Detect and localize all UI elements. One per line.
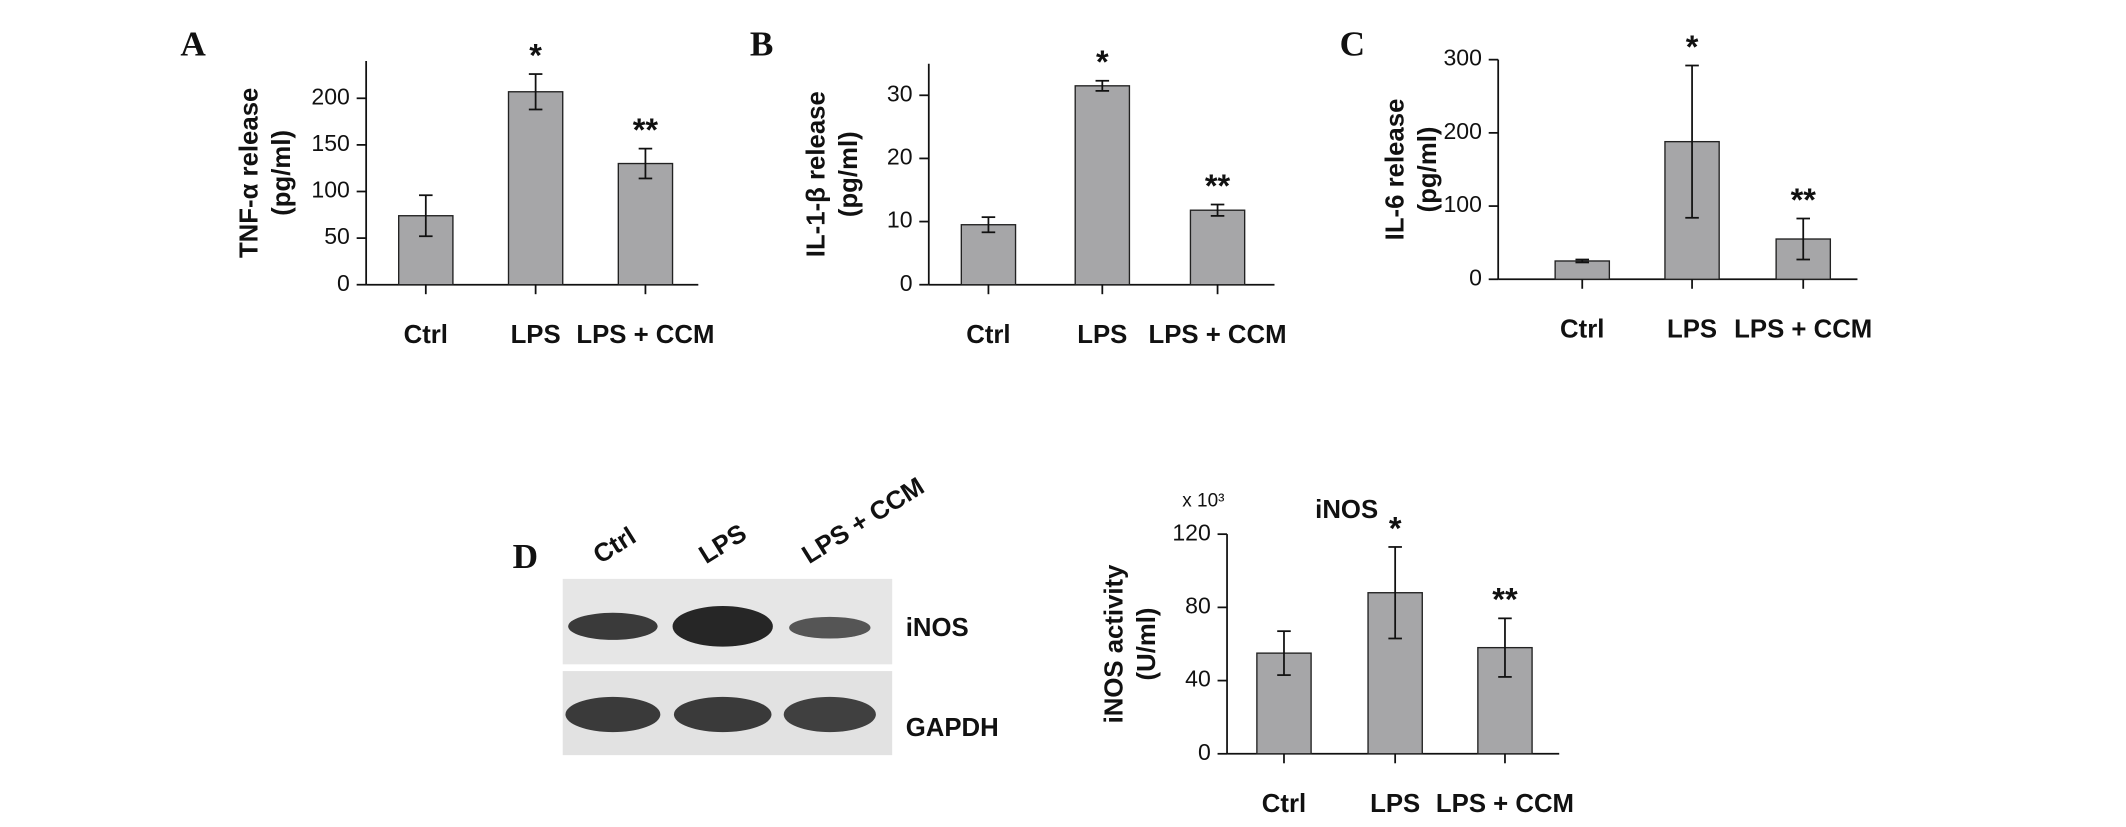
x-tick-label: Ctrl	[1560, 316, 1604, 344]
bar	[1189, 209, 1246, 286]
significance-mark: **	[1492, 582, 1518, 618]
y-tick-label: 0	[1469, 264, 1482, 290]
y-axis-label: (pg/ml)	[1414, 127, 1442, 213]
x-tick-label: LPS	[1667, 316, 1717, 344]
band-label: iNOS	[906, 614, 969, 642]
x-tick-label: LPS	[511, 321, 561, 349]
y-axis-label: iNOS activity	[1101, 564, 1129, 724]
y-tick-label: 30	[887, 80, 913, 106]
significance-mark: *	[529, 37, 542, 73]
bar	[1554, 260, 1611, 280]
lane-label: Ctrl	[589, 522, 641, 569]
y-tick-label: 0	[337, 270, 350, 296]
x-tick-label: Ctrl	[966, 321, 1010, 349]
y-tick-label: 0	[900, 270, 913, 296]
x-tick-label: LPS + CCM	[1149, 321, 1287, 349]
band	[789, 616, 871, 639]
x-tick-label: Ctrl	[1262, 790, 1306, 818]
y-tick-label: 200	[1443, 118, 1481, 144]
bar	[1074, 85, 1131, 286]
lane-label: LPS + CCM	[797, 473, 929, 570]
y-axis-label: (pg/ml)	[835, 131, 863, 217]
lane-label: LPS	[694, 519, 751, 569]
band	[565, 696, 661, 733]
significance-mark: **	[1205, 168, 1231, 204]
y-tick-label: 300	[1443, 45, 1481, 71]
y-axis-label: IL-6 release	[1381, 99, 1409, 241]
band	[672, 606, 773, 647]
bar	[398, 215, 454, 286]
x-tick-label: LPS	[1370, 790, 1420, 818]
panel-label: D	[513, 537, 538, 576]
panel-label: C	[1340, 25, 1365, 64]
y-axis-label: (pg/ml)	[268, 130, 296, 216]
bar	[507, 91, 564, 286]
x-tick-label: Ctrl	[404, 321, 448, 349]
bar	[617, 162, 674, 286]
significance-mark: *	[1686, 29, 1699, 65]
significance-mark: **	[633, 112, 659, 148]
y-tick-label: 10	[887, 207, 913, 233]
y-tick-label: 40	[1185, 666, 1211, 692]
band-label: GAPDH	[906, 714, 999, 742]
y-tick-label: 80	[1185, 592, 1211, 618]
y-axis-label: (U/ml)	[1133, 607, 1161, 680]
y-axis-label: IL-1-β release	[802, 91, 830, 257]
band	[783, 696, 876, 733]
x-tick-label: LPS	[1077, 321, 1127, 349]
y-tick-label: 50	[324, 223, 350, 249]
y-tick-label: 150	[311, 130, 349, 156]
panel-label: B	[750, 25, 774, 64]
band	[568, 612, 658, 640]
y-tick-label: 20	[887, 144, 913, 170]
y-axis-label: TNF-α release	[236, 88, 264, 258]
x-tick-label: LPS + CCM	[1436, 790, 1574, 818]
y-tick-label: 120	[1172, 519, 1210, 545]
axis-multiplier: x 10³	[1182, 491, 1224, 512]
x-tick-label: LPS + CCM	[1734, 316, 1872, 344]
y-tick-label: 100	[311, 177, 349, 203]
y-tick-label: 200	[311, 83, 349, 109]
y-tick-label: 0	[1198, 739, 1211, 765]
panel-label: A	[180, 25, 206, 64]
significance-mark: **	[1791, 182, 1817, 218]
y-tick-label: 100	[1443, 191, 1481, 217]
x-tick-label: LPS + CCM	[576, 321, 714, 349]
band	[673, 696, 772, 733]
significance-mark: *	[1096, 44, 1109, 80]
chart-title: iNOS	[1315, 496, 1378, 524]
significance-mark: *	[1389, 510, 1402, 546]
bar	[960, 224, 1017, 286]
